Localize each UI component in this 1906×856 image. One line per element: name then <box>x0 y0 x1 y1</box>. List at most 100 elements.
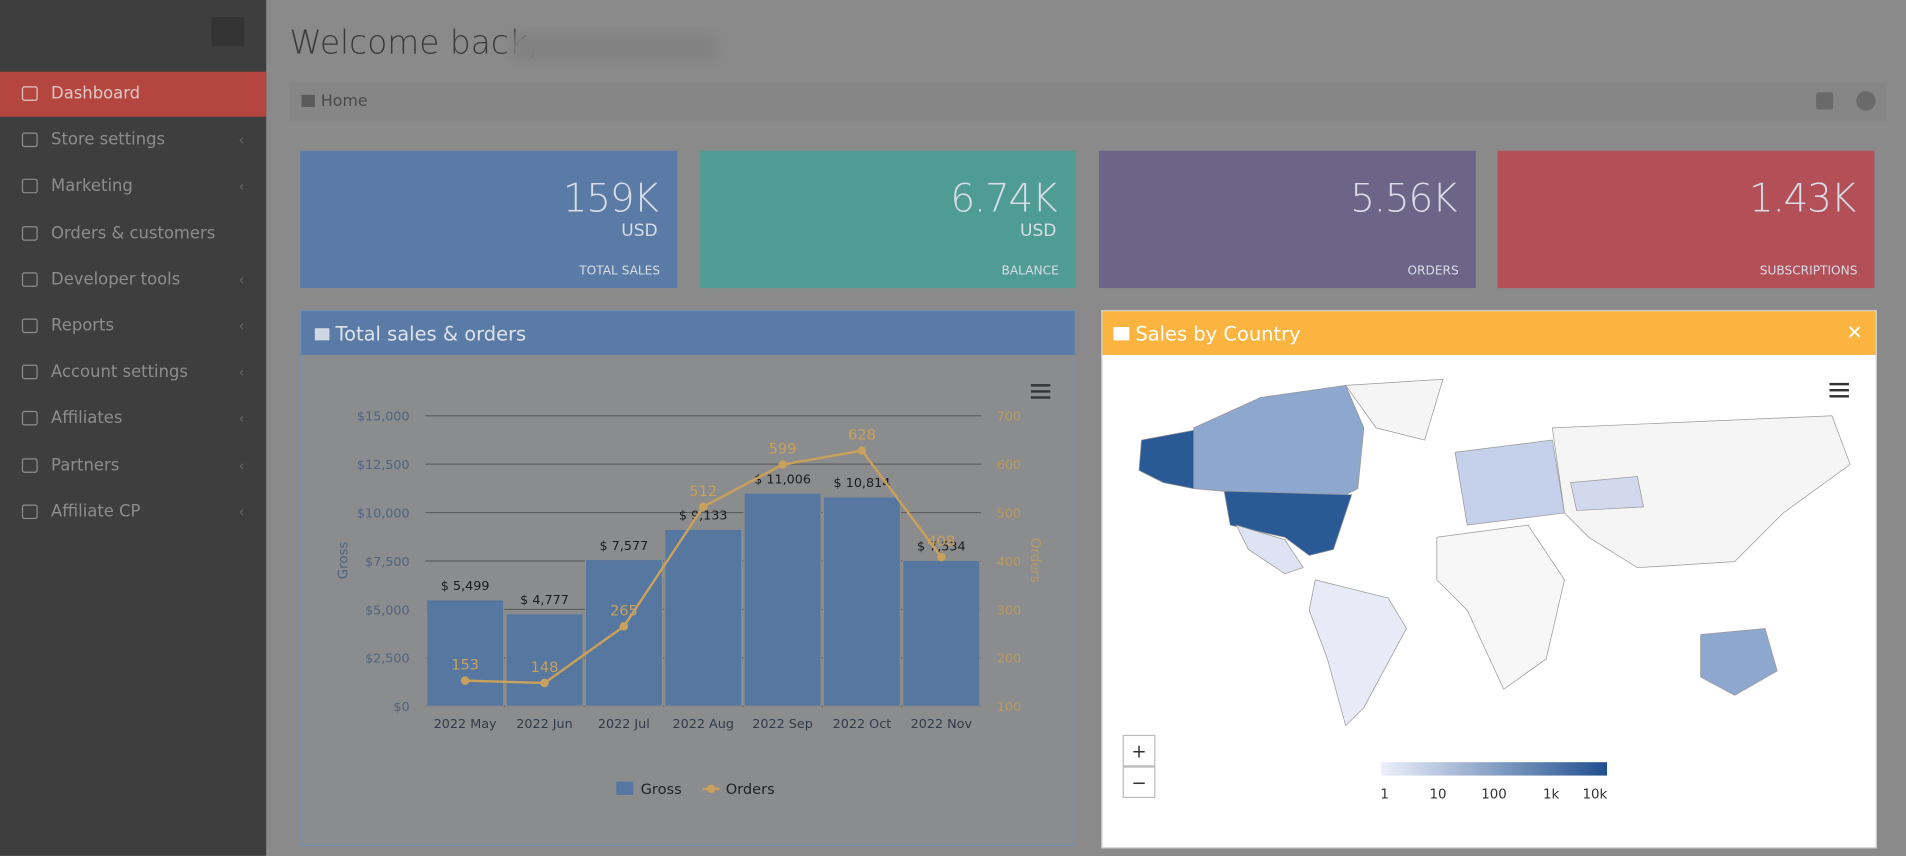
line-point <box>937 552 946 562</box>
chevron: ‹ <box>238 131 245 149</box>
stat-unit: USD <box>1019 221 1057 241</box>
line-value-label: 599 <box>769 441 797 458</box>
country[interactable] <box>1138 429 1195 490</box>
country[interactable] <box>1235 524 1304 575</box>
zoom-in-label[interactable]: + <box>1131 741 1146 762</box>
y2-tick-label: 300 <box>997 603 1021 618</box>
line-value-label: 408 <box>927 533 955 550</box>
country[interactable] <box>1436 524 1565 690</box>
nav-item[interactable]: Account settings ‹ <box>0 350 266 395</box>
line-point <box>619 622 629 631</box>
chevron: ‹ <box>238 456 245 474</box>
greeting: Welcome back, <box>289 24 539 62</box>
x-tick-label: 2022 Jul <box>598 717 650 732</box>
y2-tick-label: 600 <box>997 458 1021 473</box>
home-icon <box>301 94 315 107</box>
country[interactable] <box>1308 579 1407 727</box>
nav-icon <box>21 457 38 473</box>
bar-value-label: $ 10,814 <box>834 476 891 491</box>
breadcrumb-home[interactable]: Home <box>320 92 368 111</box>
x-tick-label: 2022 Aug <box>673 717 734 732</box>
stat-label: BALANCE <box>1001 265 1059 279</box>
world-map: 1 10 100 1k 10k + − <box>1122 378 1851 803</box>
stat-label: TOTAL SALES <box>579 265 661 279</box>
nav-icon <box>21 86 38 101</box>
nav-item[interactable]: Orders & customers <box>0 211 266 256</box>
nav-item[interactable]: Partners ‹ <box>0 443 266 488</box>
line-point <box>698 502 708 512</box>
y-tick-label: $5,000 <box>365 603 410 618</box>
country[interactable] <box>1551 415 1851 569</box>
bar-value-label: $ 4,777 <box>520 593 569 608</box>
lock-icon[interactable] <box>1816 92 1834 110</box>
chevron: ‹ <box>238 410 245 428</box>
y2-tick-label: 200 <box>997 652 1021 667</box>
legend-swatch[interactable] <box>706 784 716 794</box>
chevron: ‹ <box>238 270 245 288</box>
sidebar: Dashboard Store settings ‹ Marketing ‹ Orders… <box>0 0 267 856</box>
country[interactable] <box>1223 490 1353 556</box>
bar <box>426 599 505 707</box>
map-panel: Sales by Country ✕ 1 10 100 1k 10k + − <box>1101 309 1877 849</box>
stat-label: ORDERS <box>1407 265 1459 279</box>
legend-label[interactable]: Gross <box>641 781 682 798</box>
bar-value-label: $ 7,577 <box>600 539 649 554</box>
zoom-out-button[interactable] <box>1122 766 1156 799</box>
country[interactable] <box>1454 439 1565 526</box>
map-menu[interactable] <box>1829 382 1849 398</box>
bar <box>743 492 822 707</box>
country[interactable] <box>1193 384 1365 502</box>
nav-item[interactable]: Affiliate CP ‹ <box>0 490 266 535</box>
line-value-label: 265 <box>610 602 638 619</box>
nav-icon <box>21 179 38 194</box>
line-value-label: 512 <box>689 483 717 500</box>
nav-item[interactable]: Dashboard <box>0 71 267 117</box>
nav-icon <box>21 225 38 241</box>
zoom-out-label[interactable]: − <box>1131 773 1146 794</box>
y-tick-label: $0 <box>393 700 409 715</box>
bar-value-label: $ 11,006 <box>754 472 811 487</box>
y-tick-label: $12,500 <box>357 458 410 473</box>
settings-icon[interactable] <box>1856 91 1876 111</box>
panel-icon <box>314 328 330 341</box>
nav-item[interactable]: Marketing ‹ <box>0 165 266 210</box>
y2-tick-label: 700 <box>997 410 1021 425</box>
country[interactable] <box>1570 476 1644 511</box>
legend-label: 1k <box>1543 788 1559 803</box>
legend-gradient <box>1380 762 1608 776</box>
y-tick-label: $10,000 <box>357 506 410 521</box>
y-tick-label: $7,500 <box>365 555 410 570</box>
x-tick-label: 2022 Jun <box>516 717 572 732</box>
zoom-in-button[interactable] <box>1122 734 1156 767</box>
stat-value: 1.43K <box>1748 175 1856 222</box>
bar-value-label: $ 5,499 <box>441 579 490 594</box>
nav-item[interactable]: Affiliates ‹ <box>0 397 266 442</box>
stat-card: 5.56K ORDERS <box>1098 150 1476 289</box>
legend-swatch[interactable] <box>616 781 634 796</box>
menu-toggle[interactable] <box>211 17 245 47</box>
nav-icon <box>21 272 38 287</box>
chart-menu[interactable] <box>1030 384 1051 399</box>
country[interactable] <box>1344 378 1444 441</box>
nav-item[interactable]: Reports ‹ <box>0 304 266 349</box>
close-button[interactable]: ✕ <box>1846 320 1863 345</box>
y-tick-label: $2,500 <box>365 652 410 667</box>
legend-label[interactable]: Orders <box>726 781 775 798</box>
country[interactable] <box>1700 628 1778 696</box>
legend-label: 10 <box>1430 788 1447 803</box>
line-value-label: 628 <box>848 427 876 444</box>
nav-icon <box>21 318 38 334</box>
chevron: ‹ <box>238 177 245 195</box>
stat-unit: USD <box>621 221 658 241</box>
panel-title: Sales by Country <box>1135 322 1301 346</box>
stat-value: 6.74K <box>950 175 1057 222</box>
blurred-name <box>510 34 718 61</box>
nav-icon <box>21 504 38 519</box>
chart: $0 $2,500 $5,000 $7,500 $10,000 $12,500 $15,00… <box>337 384 1051 798</box>
stat-value: 5.56K <box>1350 175 1457 222</box>
nav-item[interactable]: Store settings ‹ <box>0 118 266 163</box>
stat-label: SUBSCRIPTIONS <box>1759 265 1858 279</box>
nav-item[interactable]: Developer tools ‹ <box>0 257 266 302</box>
